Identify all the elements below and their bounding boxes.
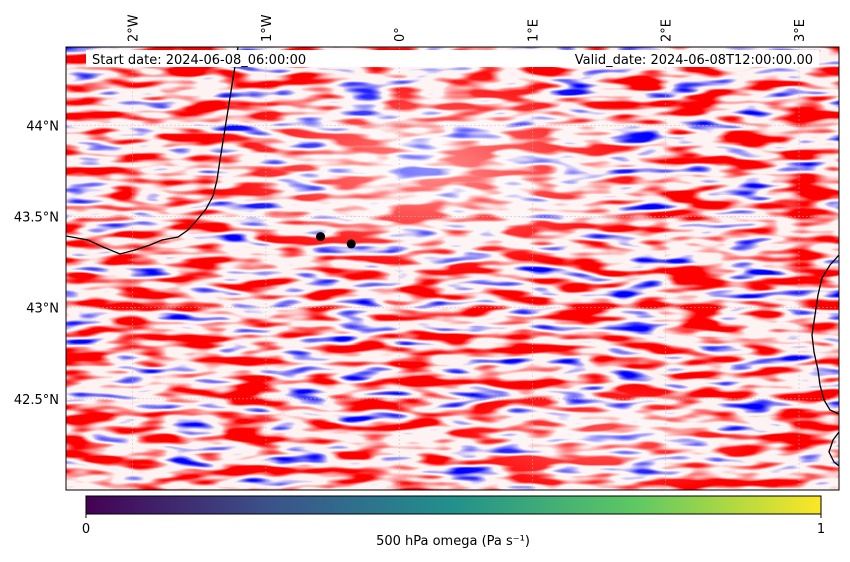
latitude-labels: 44°N 43.5°N 43°N 42.5°N <box>14 119 59 407</box>
valid-date-label: Valid_date: 2024-06-08T12:00:00.00 <box>575 53 813 68</box>
map-panel <box>65 46 840 491</box>
header-bar <box>86 50 819 67</box>
lat-tick-label: 42.5°N <box>14 393 59 408</box>
gridlines <box>66 47 839 490</box>
colorbar-title: 500 hPa omega (Pa s⁻¹) <box>376 534 530 549</box>
station-point <box>316 232 326 242</box>
station-point <box>346 239 356 249</box>
coastline-west <box>66 47 239 255</box>
lon-tick-label: 3°E <box>793 19 808 42</box>
colorbar-min-label: 0 <box>82 522 90 537</box>
start-date-label: Start date: 2024-06-08_06:00:00 <box>92 53 306 68</box>
colorbar: 0 1 500 hPa omega (Pa s⁻¹) <box>82 495 825 549</box>
field-fade <box>200 60 660 280</box>
lat-tick-label: 43.5°N <box>14 211 59 226</box>
lat-tick-label: 44°N <box>26 119 59 134</box>
lat-tick-label: 43°N <box>26 302 59 317</box>
coastline-east-south <box>828 431 839 467</box>
lon-tick-label: 1°E <box>526 19 541 42</box>
lon-tick-label: 0° <box>393 27 408 42</box>
lon-tick-label: 2°E <box>660 19 675 42</box>
longitude-labels: 2°W 1°W 0° 1°E 2°E 3°E <box>127 14 808 42</box>
map-frame <box>65 46 840 491</box>
lon-tick-label: 1°W <box>260 14 275 42</box>
coastline-east <box>811 254 839 415</box>
station-points <box>316 232 356 249</box>
lon-tick-label: 2°W <box>127 14 142 42</box>
colorbar-max-label: 1 <box>817 522 825 537</box>
colorbar-gradient <box>85 495 822 515</box>
field-fade-south <box>440 380 760 490</box>
